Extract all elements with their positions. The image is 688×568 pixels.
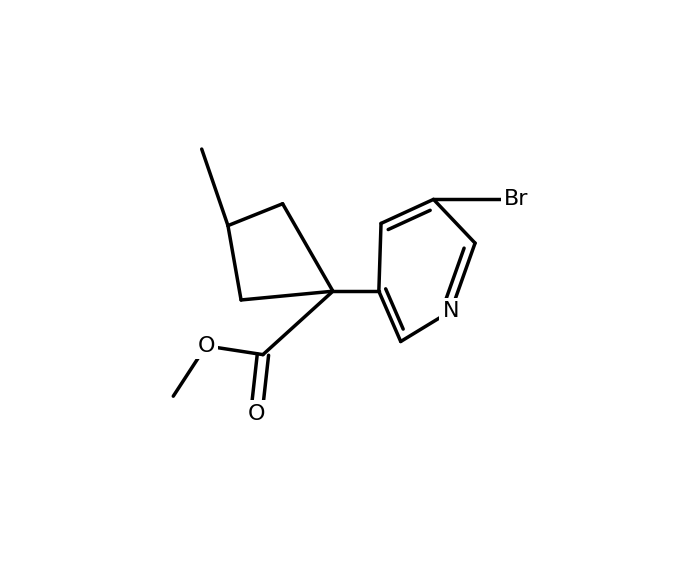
- Text: O: O: [197, 336, 215, 356]
- Text: O: O: [248, 404, 265, 424]
- Text: Br: Br: [504, 189, 529, 210]
- Text: N: N: [443, 301, 460, 321]
